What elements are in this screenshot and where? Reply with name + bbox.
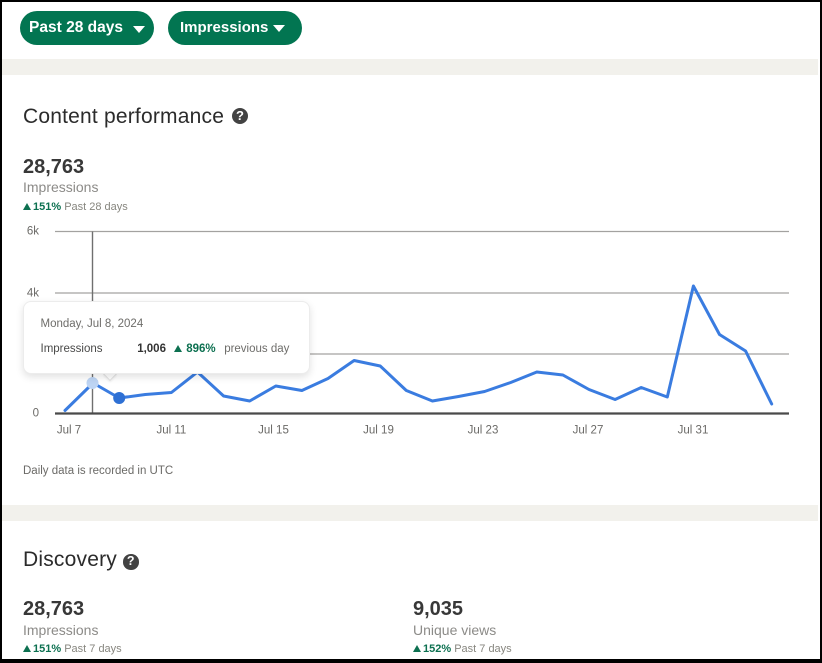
svg-text:Jul 31: Jul 31 — [678, 425, 709, 437]
svg-text:Jul 23: Jul 23 — [468, 425, 499, 437]
svg-text:Jul 11: Jul 11 — [156, 425, 186, 437]
svg-text:Jul 19: Jul 19 — [363, 425, 394, 437]
svg-text:Jul 15: Jul 15 — [258, 425, 289, 437]
svg-text:Jul 27: Jul 27 — [573, 425, 604, 437]
svg-text:0: 0 — [33, 408, 39, 420]
svg-text:6k: 6k — [27, 226, 39, 238]
svg-text:4k: 4k — [27, 288, 39, 300]
svg-text:Jul 7: Jul 7 — [57, 425, 81, 437]
